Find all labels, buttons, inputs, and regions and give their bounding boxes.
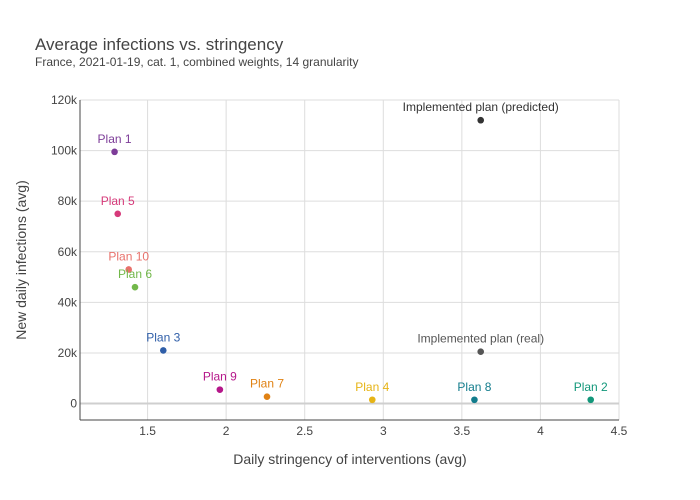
y-tick-label: 100k (51, 144, 78, 158)
point-label: Plan 1 (98, 132, 132, 146)
x-tick-label: 2.5 (296, 424, 313, 438)
point-label: Plan 3 (146, 330, 180, 344)
data-point[interactable] (477, 116, 485, 124)
data-point[interactable] (368, 396, 376, 404)
points-layer: Plan 1 Plan 5 Plan 10 Plan 6 Plan 3 Plan 9 Pla… (98, 100, 608, 404)
point-label: Plan 4 (355, 380, 389, 394)
point-label: Plan 6 (118, 267, 152, 281)
point-label: Implemented plan (predicted) (403, 100, 559, 114)
x-tick-label: 4.5 (611, 424, 628, 438)
data-point[interactable] (111, 148, 118, 156)
point-label: Plan 10 (108, 249, 149, 263)
data-point[interactable] (471, 396, 478, 404)
point-label: Plan 9 (203, 370, 237, 384)
data-point[interactable] (587, 396, 595, 404)
y-tick-label: 40k (58, 295, 78, 309)
chart-subtitle: France, 2021-01-19, cat. 1, combined wei… (35, 55, 359, 69)
data-point[interactable] (216, 386, 224, 393)
y-tick-label: 60k (58, 245, 78, 259)
point-label: Plan 7 (250, 377, 284, 391)
grid-layer (80, 99, 620, 420)
y-tick-label: 80k (58, 194, 78, 208)
chart-title: Average infections vs. stringency (35, 35, 284, 54)
y-tick-label: 120k (51, 93, 78, 107)
data-point[interactable] (114, 210, 122, 218)
point-label: Plan 2 (574, 380, 608, 394)
x-tick-label: 3 (380, 424, 387, 438)
data-point[interactable] (125, 266, 133, 273)
y-tick-label: 20k (58, 346, 78, 360)
point-label: Implemented plan (real) (417, 332, 544, 346)
data-point[interactable] (263, 393, 271, 401)
point-label: Plan 8 (457, 380, 491, 394)
data-point[interactable] (131, 283, 139, 291)
y-axis-label: New daily infections (avg) (13, 180, 29, 340)
data-point[interactable] (159, 347, 167, 354)
y-tick-label: 0 (70, 397, 77, 411)
x-tick-label: 3.5 (454, 424, 471, 438)
x-tick-label: 4 (537, 424, 544, 438)
point-label: Plan 5 (101, 194, 135, 208)
data-point[interactable] (477, 348, 485, 355)
x-tick-label: 1.5 (139, 424, 156, 438)
axis-layer: 1.5 2 2.5 3 3.5 4 4.5 0 20k 40k 60k 80k 100k 120k (51, 93, 628, 438)
x-axis-label: Daily stringency of interventions (avg) (233, 451, 466, 467)
x-tick-label: 2 (223, 424, 230, 438)
